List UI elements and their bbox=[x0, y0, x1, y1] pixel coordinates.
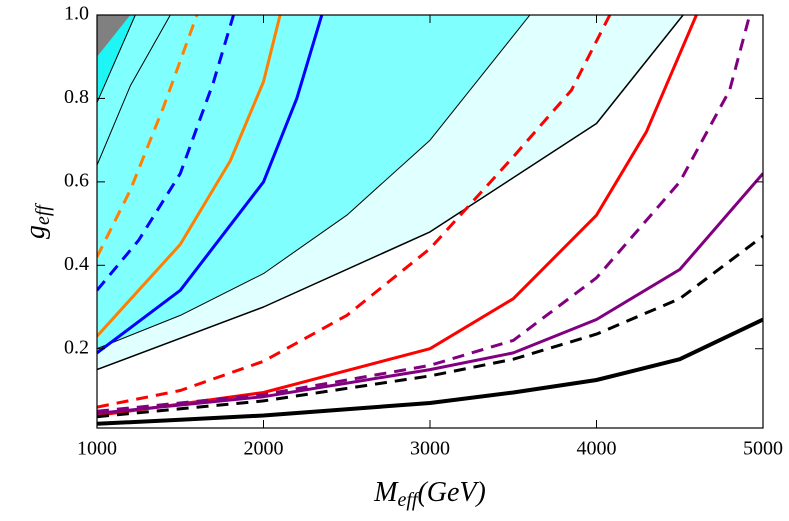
curve bbox=[97, 15, 684, 371]
curve bbox=[97, 234, 763, 419]
y-tick-label: 1.0 bbox=[64, 3, 89, 25]
curve bbox=[97, 15, 531, 350]
region bbox=[97, 15, 131, 57]
curve bbox=[97, 15, 752, 413]
curve bbox=[97, 15, 324, 355]
curve bbox=[97, 317, 763, 426]
x-tick-label: 3000 bbox=[410, 438, 450, 460]
curve bbox=[97, 15, 612, 409]
curve bbox=[97, 172, 763, 415]
curve bbox=[97, 15, 235, 292]
x-tick-label: 1000 bbox=[77, 438, 117, 460]
y-tick-label: 0.8 bbox=[64, 86, 89, 108]
y-tick-label: 0.2 bbox=[64, 336, 89, 358]
plot-area bbox=[97, 15, 763, 426]
x-tick-label: 2000 bbox=[244, 438, 284, 460]
y-tick-label: 0.4 bbox=[64, 253, 89, 275]
y-tick-label: 0.6 bbox=[64, 169, 89, 191]
curve bbox=[97, 15, 698, 417]
x-tick-label: 4000 bbox=[577, 438, 617, 460]
curve bbox=[97, 15, 136, 103]
x-axis-label: Meff(GeV) bbox=[373, 477, 486, 510]
curve bbox=[97, 15, 171, 166]
curve bbox=[97, 15, 282, 338]
y-axis-label: geff bbox=[20, 203, 53, 239]
x-tick-label: 5000 bbox=[743, 438, 783, 460]
region bbox=[97, 15, 530, 349]
